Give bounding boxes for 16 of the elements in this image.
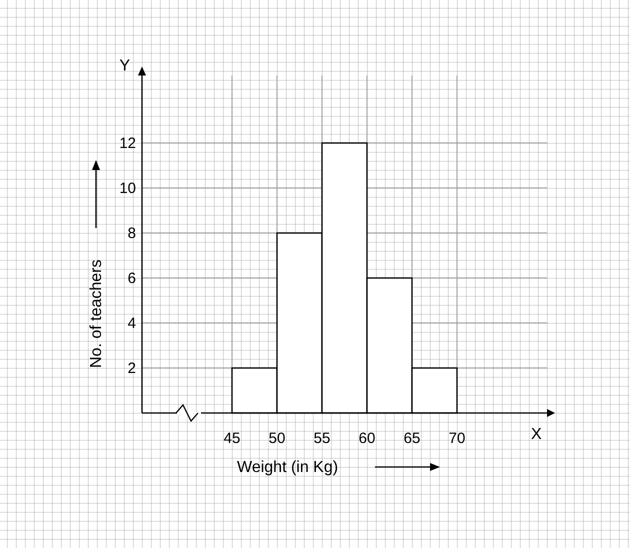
y-tick-label: 4: [128, 315, 136, 332]
x-tick-label: 70: [448, 430, 466, 447]
y-tick-label: 12: [119, 135, 136, 152]
y-tick-label: 2: [128, 360, 136, 377]
text: X: [531, 426, 542, 443]
y-tick-label: 8: [128, 225, 136, 242]
y-tick-label: 10: [119, 180, 136, 197]
x-tick-label: 55: [314, 430, 330, 447]
x-axis-title: Weight (in Kg): [237, 459, 338, 476]
x-tick-label: 65: [404, 430, 420, 447]
x-tick-label: 45: [224, 430, 240, 447]
text: Y: [119, 58, 130, 74]
y-axis-title: No. of teachers: [88, 260, 105, 368]
y-tick-label: 6: [128, 270, 136, 287]
x-tick-label: 50: [268, 430, 286, 447]
x-tick-label: 60: [358, 430, 376, 447]
